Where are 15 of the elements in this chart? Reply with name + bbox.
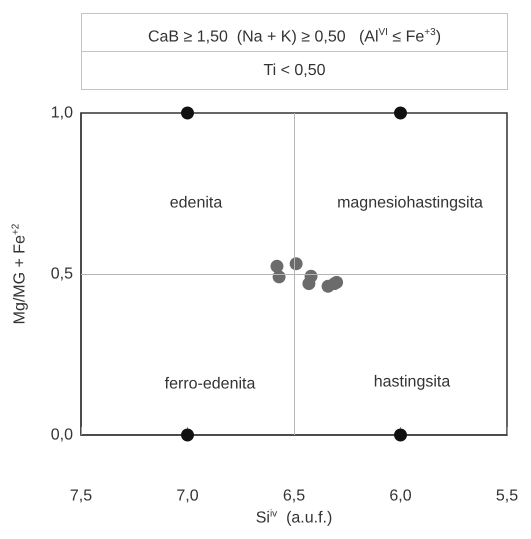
annotation: ferro-edenita bbox=[164, 376, 256, 392]
y-tick-label: 0,0 bbox=[50, 426, 74, 444]
chart-subtitle: Ti < 0,50 bbox=[82, 51, 507, 89]
y-tick-label: 0,5 bbox=[50, 266, 74, 282]
x-tick-label: 7,0 bbox=[176, 488, 199, 504]
x-tick-label: 5,5 bbox=[496, 488, 518, 504]
y-axis-title: Mg/MG + Fe+2 bbox=[10, 223, 28, 324]
x-tick-label: 6,5 bbox=[282, 488, 306, 504]
chart-title: CaB ≥ 1,50 (Na + K) ≥ 0,50 (Al$^{VI}$ ≤ Fe$^{+3}$) bbox=[146, 26, 442, 48]
x-tick-label: 6,0 bbox=[389, 488, 412, 504]
annotation: magnesiohastingsita bbox=[337, 194, 484, 212]
x-tick-label: 7,5 bbox=[70, 488, 92, 504]
y-tick-label: 1,0 bbox=[50, 104, 74, 122]
annotation: hastingsita bbox=[374, 374, 450, 390]
annotation: edenita bbox=[170, 194, 222, 212]
